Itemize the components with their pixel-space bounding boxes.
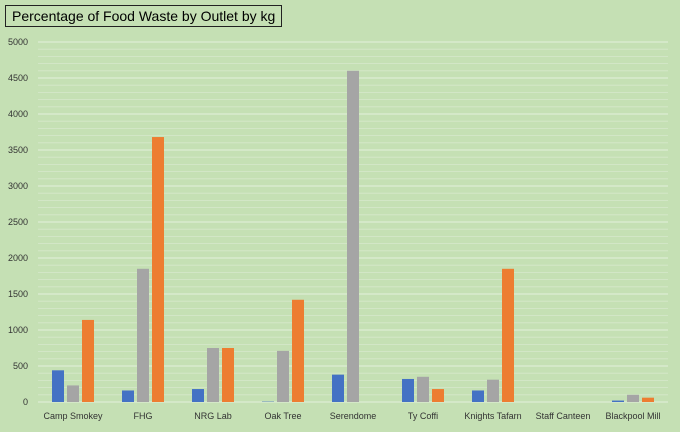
bar [642, 397, 654, 402]
x-tick-label: NRG Lab [194, 411, 232, 421]
x-tick-label: Camp Smokey [43, 411, 103, 421]
chart-title: Percentage of Food Waste by Outlet by kg [5, 5, 283, 27]
bar [82, 319, 94, 402]
bar [222, 348, 234, 402]
x-tick-label: Serendome [330, 411, 377, 421]
y-tick-label: 3000 [8, 181, 28, 191]
x-axis-labels: Camp Smokey FHG NRG Lab Oak Tree Serendome Ty… [43, 411, 660, 421]
bar [417, 376, 429, 402]
y-tick-label: 0 [23, 397, 28, 407]
x-tick-label: Blackpool Mill [605, 411, 660, 421]
bar [152, 137, 164, 403]
bar [502, 268, 514, 402]
bar [52, 370, 64, 402]
bar [472, 390, 484, 402]
bar [432, 389, 444, 402]
y-tick-label: 4500 [8, 73, 28, 83]
x-tick-label: Ty Coffi [408, 411, 438, 421]
y-tick-label: 500 [13, 361, 28, 371]
bar [192, 389, 204, 402]
bar [487, 379, 499, 402]
x-tick-label: Staff Canteen [536, 411, 591, 421]
bar [277, 350, 289, 402]
bar [332, 374, 344, 402]
bar [612, 400, 624, 402]
x-tick-label: Knights Tafarn [464, 411, 521, 421]
x-tick-label: FHG [134, 411, 153, 421]
bar [627, 394, 639, 402]
y-tick-label: 4000 [8, 109, 28, 119]
bar [347, 70, 359, 403]
y-tick-label: 2500 [8, 217, 28, 227]
x-tick-label: Oak Tree [264, 411, 301, 421]
bar [122, 390, 134, 402]
y-tick-label: 1500 [8, 289, 28, 299]
bar [67, 385, 79, 402]
y-axis-ticks: 0 500 1000 1500 2000 2500 3000 3500 4000 4500 5000 [8, 37, 28, 407]
y-tick-label: 5000 [8, 37, 28, 47]
y-tick-label: 1000 [8, 325, 28, 335]
y-tick-label: 2000 [8, 253, 28, 263]
bar [137, 268, 149, 402]
bars [52, 70, 654, 403]
y-tick-label: 3500 [8, 145, 28, 155]
bar [207, 348, 219, 402]
bar [292, 299, 304, 402]
bar [402, 378, 414, 402]
